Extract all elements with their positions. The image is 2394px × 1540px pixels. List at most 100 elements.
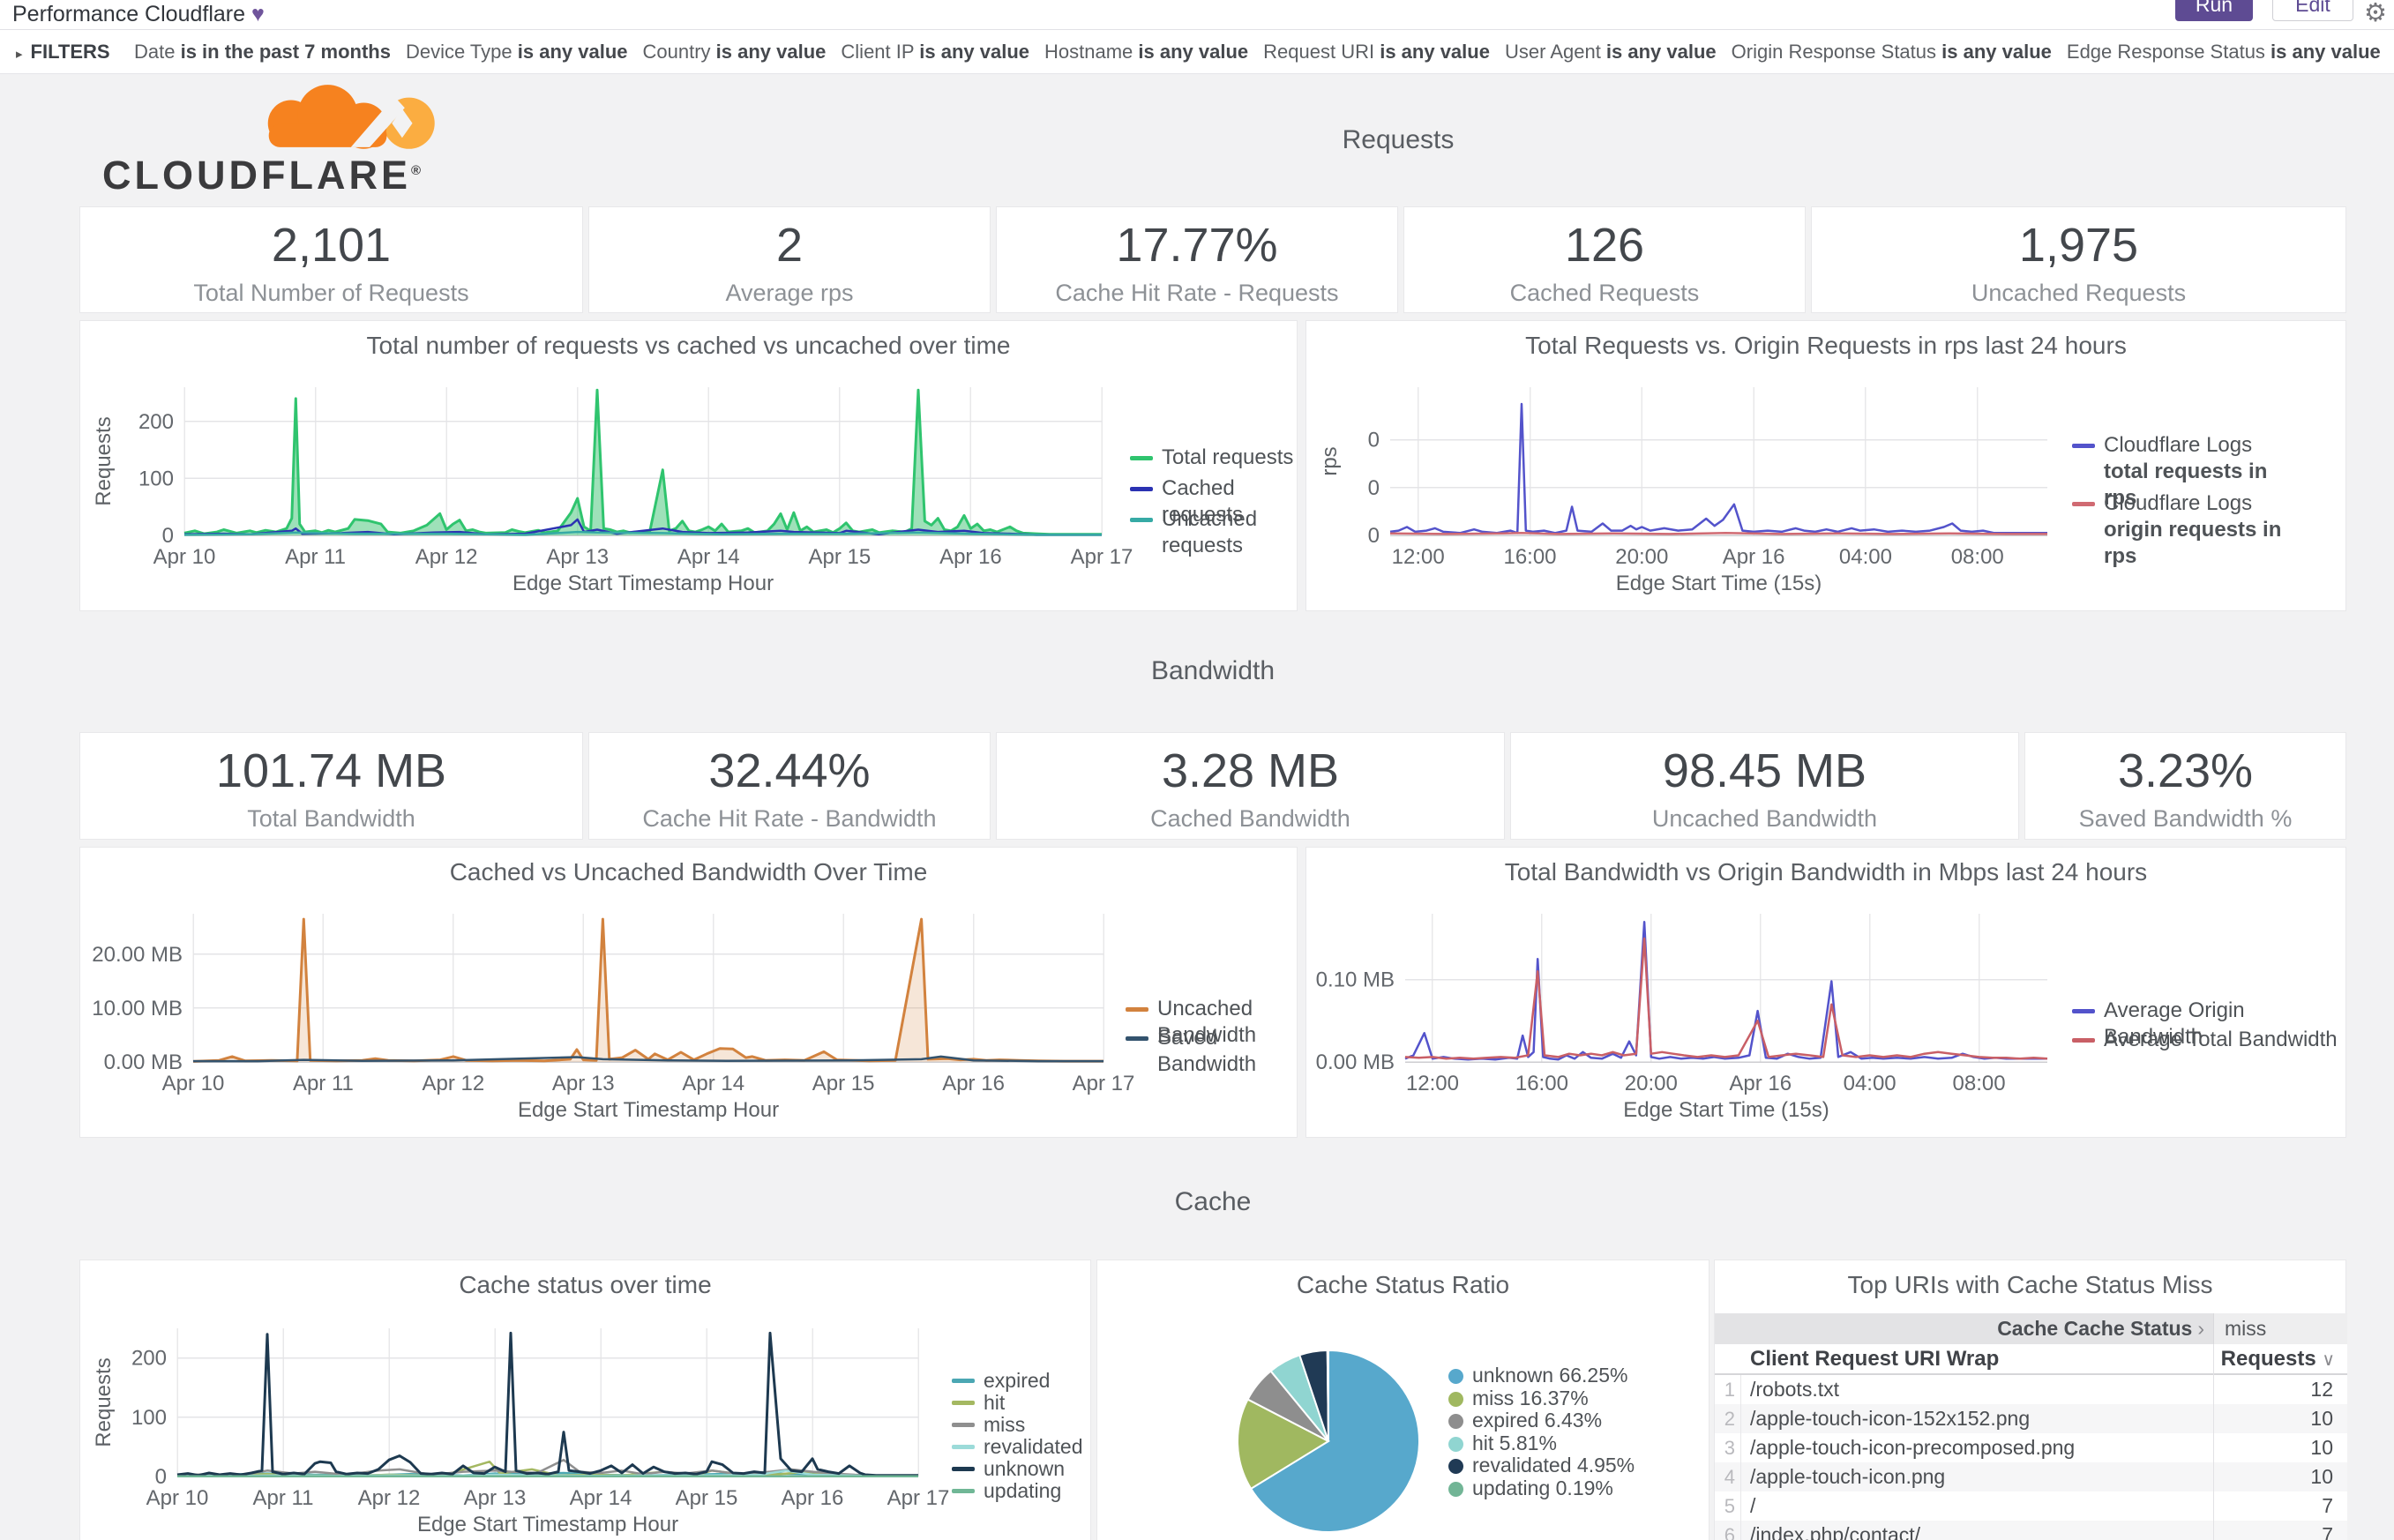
legend-swatch [952,1445,975,1449]
legend-item[interactable]: unknown 66.25% [1448,1364,1627,1387]
legend-label: revalidated 4.95% [1472,1454,1635,1476]
table-title: Top URIs with Cache Status Miss [1847,1271,2213,1298]
page-title: Performance Cloudflare ♥ [12,0,265,29]
cell-requests[interactable]: 7 [2213,1491,2347,1521]
filter-item-client-ip[interactable]: Client IP is any value [841,41,1030,63]
svg-text:Apr 13: Apr 13 [552,1072,615,1095]
column-header-uri[interactable]: Client Request URI Wrap [1750,1347,2000,1371]
svg-text:100: 100 [138,467,174,490]
cache-status-ratio-pie[interactable] [1097,1260,1709,1540]
table-row[interactable]: 1/robots.txt 12 [1715,1375,2347,1404]
kpi-value[interactable]: 1,975 [2018,219,2139,272]
table-row[interactable]: 2/apple-touch-icon-152x152.png 10 [1715,1404,2347,1433]
svg-text:0.00 MB: 0.00 MB [1316,1050,1395,1074]
cell-uri[interactable]: / [1750,1494,1756,1517]
kpi-value[interactable]: 17.77% [1116,219,1278,272]
legend-item[interactable]: updating 0.19% [1448,1476,1613,1499]
filter-item-device-type[interactable]: Device Type is any value [405,41,628,63]
filter-item-hostname[interactable]: Hostname is any value [1044,41,1249,63]
legend-item[interactable]: Average Total Bandwidth [2072,1027,2338,1053]
legend-item[interactable]: Uncached requests [1130,506,1297,559]
kpi-value[interactable]: 2,101 [271,219,392,272]
svg-text:Apr 11: Apr 11 [293,1072,354,1095]
cell-requests[interactable]: 10 [2213,1404,2347,1433]
filter-item-edge-response-status[interactable]: Edge Response Status is any value [2066,41,2381,63]
kpi-value[interactable]: 98.45 MB [1662,744,1867,797]
legend-item[interactable]: revalidated [952,1436,1083,1458]
svg-text:20.00 MB: 20.00 MB [92,943,183,967]
requests-over-time-chart[interactable]: 0 100 200 Apr 10 Apr 11 Apr 12 Apr 13 Apr 14 Apr… [80,321,1297,610]
svg-text:Edge Start Time (15s): Edge Start Time (15s) [1623,1098,1829,1122]
cell-uri[interactable]: /index.php/contact/ [1750,1523,1921,1540]
legend-item[interactable]: hit 5.81% [1448,1432,1557,1454]
legend-item[interactable]: Cloudflare Logs origin requests in rps [2072,490,2293,570]
svg-text:Apr 15: Apr 15 [812,1072,875,1095]
chart-panel-cache-status-ratio: Cache Status Ratio unknown 66.25% miss 16.… [1096,1260,1709,1540]
bandwidth-last-24h-chart[interactable]: 0.00 MB 0.10 MB 12:00 16:00 20:00 Apr 16 04:00… [1306,848,2345,1137]
edit-button[interactable]: Edit [2272,0,2353,21]
svg-text:Apr 17: Apr 17 [1071,545,1133,569]
pivot-header[interactable]: Cache Cache Status › [1715,1313,2213,1344]
column-header-requests[interactable]: Requests ∨ [2213,1344,2347,1375]
cell-uri[interactable]: /robots.txt [1750,1378,1839,1401]
gear-icon[interactable]: ⚙ [2364,0,2387,27]
legend-swatch [1448,1481,1463,1497]
legend-item[interactable]: revalidated 4.95% [1448,1454,1635,1476]
kpi-value[interactable]: 3.23% [2117,744,2254,797]
run-button[interactable]: Run [2175,0,2253,21]
table-row[interactable]: 4/apple-touch-icon.png 10 [1715,1462,2347,1491]
cell-uri[interactable]: /apple-touch-icon-152x152.png [1750,1407,2031,1430]
filter-item-origin-response-status[interactable]: Origin Response Status is any value [1731,41,2052,63]
legend-item[interactable]: expired 6.43% [1448,1409,1602,1432]
kpi-label: Cache Hit Rate - Requests [1055,280,1339,306]
pie-slice-unknown [1249,1349,1420,1533]
top-bar: Performance Cloudflare ♥ Run Edit ⚙ [0,0,2394,30]
cell-requests[interactable]: 10 [2213,1462,2347,1491]
table-header-row: Client Request URI Wrap Requests ∨ [1715,1344,2347,1375]
kpi-value[interactable]: 3.28 MB [1161,744,1340,797]
rps-last-24h-chart[interactable]: 0 0 0 12:00 16:00 20:00 Apr 16 04:00 08:00 Edge S… [1306,321,2345,610]
kpi-value[interactable]: 32.44% [708,744,871,797]
cell-uri[interactable]: /apple-touch-icon-precomposed.png [1750,1436,2076,1459]
legend-item[interactable]: Total requests [1130,445,1293,471]
kpi-value[interactable]: 126 [1564,219,1645,272]
legend-label: Average Origin Bandwidth [2104,998,2245,1049]
legend-label: miss 16.37% [1472,1386,1589,1409]
legend-item[interactable]: updating [952,1480,1061,1502]
legend-item[interactable]: unknown [952,1458,1065,1480]
cell-uri[interactable]: /apple-touch-icon.png [1750,1465,1946,1488]
legend-item[interactable]: expired [952,1370,1050,1392]
legend-item[interactable]: Cloudflare Logs total requests in rps [2072,432,2293,512]
legend-item[interactable]: miss [952,1414,1025,1436]
svg-text:Apr 16: Apr 16 [1729,1072,1792,1095]
legend-item[interactable]: Saved Bandwidth [1126,1025,1297,1078]
table-row[interactable]: 3/apple-touch-icon-precomposed.png 10 [1715,1433,2347,1462]
table-row[interactable]: 5 / 7 [1715,1491,2347,1521]
legend-item[interactable]: hit [952,1392,1005,1414]
table-row[interactable]: 6/index.php/contact/7 [1715,1521,2347,1540]
kpi-value[interactable]: 2 [775,219,804,272]
legend-item[interactable]: Uncached Bandwidth [1126,996,1297,1049]
svg-text:0: 0 [1368,524,1380,548]
svg-text:200: 200 [138,410,174,434]
filter-item-request-uri[interactable]: Request URI is any value [1263,41,1490,63]
bandwidth-over-time-chart[interactable]: 0.00 MB 10.00 MB 20.00 MB Apr 10 Apr 11 Apr 1… [80,848,1297,1137]
legend-item[interactable]: Cached requests [1130,475,1297,528]
kpi-label: Cache Hit Rate - Bandwidth [642,805,937,832]
cell-requests[interactable]: 7 [2213,1521,2347,1540]
legend-item[interactable]: miss 16.37% [1448,1387,1589,1409]
cell-requests[interactable]: 10 [2213,1433,2347,1462]
filter-items: Date is in the past 7 months Device Type … [134,30,2394,73]
filter-item-user-agent[interactable]: User Agent is any value [1504,41,1717,63]
filter-item-date[interactable]: Date is in the past 7 months [134,41,391,63]
legend-item[interactable]: Average Origin Bandwidth [2072,998,2345,1050]
svg-text:Apr 11: Apr 11 [253,1486,314,1510]
cell-requests[interactable]: 12 [2213,1375,2347,1404]
chart-panel-rps-last-24h: Total Requests vs. Origin Requests in rp… [1305,320,2346,611]
kpi-value[interactable]: 101.74 MB [215,744,447,797]
legend-label: Total requests [1162,445,1294,469]
filters-toggle[interactable]: ▸ FILTERS [16,30,110,76]
filter-item-country[interactable]: Country is any value [642,41,827,63]
cache-status-over-time-chart[interactable]: 0 100 200 Apr 10 Apr 11 Apr 12 Apr 13 Apr 14 Apr… [80,1260,1090,1540]
svg-text:0: 0 [162,524,174,548]
